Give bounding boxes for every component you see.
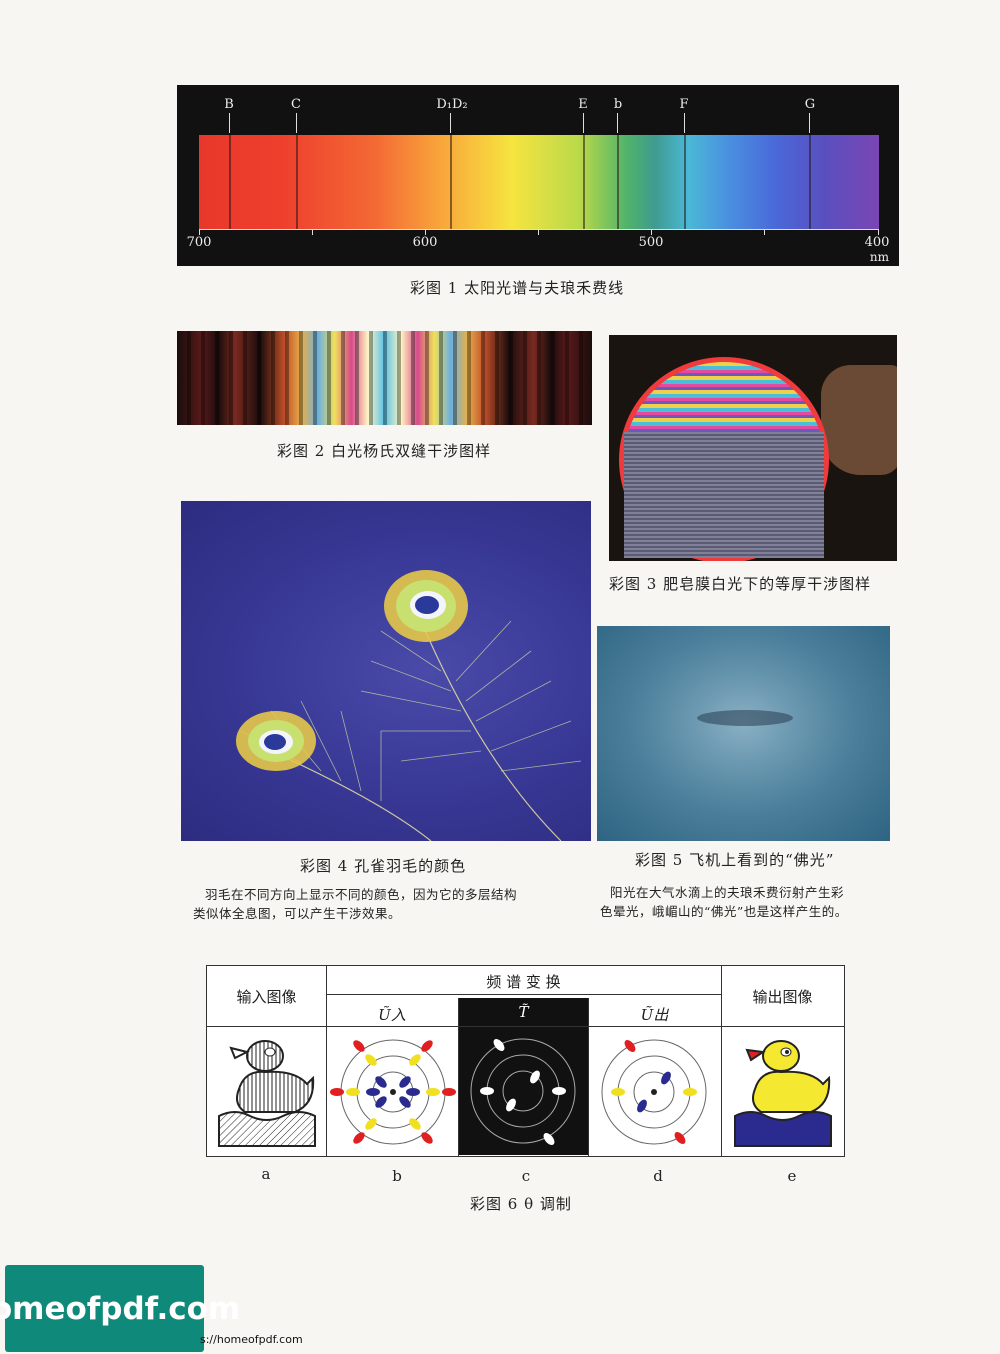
line-label: B [224, 97, 234, 112]
marker-d [450, 113, 451, 133]
aircraft-shadow [697, 710, 793, 726]
fraunhofer-line-b2 [617, 135, 619, 229]
fraunhofer-line-b [229, 135, 231, 229]
axis-tick [312, 229, 313, 235]
marker-g [809, 113, 810, 133]
sub-label-a: a [261, 1165, 271, 1183]
sub-label-e: e [787, 1167, 797, 1185]
fig3-caption: 彩图 3 肥皂膜白光下的等厚干涉图样 [609, 575, 872, 593]
fraunhofer-line-e [583, 135, 585, 229]
colored-duck-icon [734, 1040, 832, 1147]
fraunhofer-line-d [450, 135, 452, 229]
fig4-caption: 彩图 4 孔雀羽毛的颜色 [300, 857, 467, 875]
fig6-caption: 彩图 6 θ 调制 [470, 1195, 572, 1213]
theta-modulation-table: 输入图像 频 谱 变 换 输出图像 Ũ入 T̃ Ũ出 [206, 965, 845, 1157]
line-label: C [291, 97, 301, 112]
axis-tick [199, 229, 200, 235]
axis-tick [878, 229, 879, 235]
line-label: b [613, 97, 623, 112]
tick-label: 700 [186, 235, 212, 250]
tick-label: 500 [638, 235, 664, 250]
axis-tick [425, 229, 426, 235]
axis-tick [538, 229, 539, 235]
line-label: E [578, 97, 588, 112]
fig5-description-line1: 阳光在大气水滴上的夫琅禾费衍射产生彩 [610, 885, 845, 900]
output-spectrum-diagram [601, 1039, 707, 1145]
glory-image [597, 626, 890, 841]
line-label: F [679, 97, 689, 112]
watermark-logo: homeofpdf.com [0, 1265, 240, 1352]
soap-film-fringes [624, 432, 824, 558]
t-header: T̃ [459, 998, 588, 1026]
fig4-description-line1: 羽毛在不同方向上显示不同的颜色，因为它的多层结构 [205, 887, 518, 902]
filter-mask-diagram [459, 1027, 588, 1155]
column-divider [721, 966, 722, 1156]
sub-label-d: d [653, 1167, 663, 1185]
fig5-description-line2: 色晕光，峨嵋山的“佛光”也是这样产生的。 [600, 904, 848, 919]
sub-label-b: b [392, 1167, 402, 1185]
hand [821, 365, 897, 475]
row-divider [207, 1026, 844, 1027]
double-slit-interference-image [177, 331, 592, 425]
marker-c [296, 113, 297, 133]
output-image-header: 输出图像 [752, 988, 813, 1006]
u-out-header: Ũ出 [640, 1006, 669, 1024]
tick-label: 400 [864, 235, 890, 250]
column-divider [458, 998, 459, 1156]
axis-tick [651, 229, 652, 235]
spectrum-transform-header: 频 谱 变 换 [486, 973, 561, 991]
input-image-header: 输入图像 [236, 988, 297, 1006]
fig4-description-line2: 类似体全息图，可以产生干涉效果。 [193, 906, 402, 921]
marker-b2 [617, 113, 618, 133]
watermark-url[interactable]: s://homeofpdf.com [200, 1333, 303, 1346]
sub-label-c: c [521, 1167, 531, 1185]
hatched-duck-icon [218, 1040, 316, 1147]
fraunhofer-line-c [296, 135, 298, 229]
fraunhofer-line-f [684, 135, 686, 229]
peacock-feather-image [181, 501, 591, 841]
input-spectrum-diagram [330, 1039, 456, 1145]
fig1-caption: 彩图 1 太阳光谱与夫琅禾费线 [410, 279, 625, 297]
soap-film-hoop [619, 357, 829, 561]
line-label: D₁D₂ [436, 97, 468, 112]
unit-label: nm [869, 250, 889, 264]
row-divider [326, 994, 721, 995]
solar-spectrum-figure: B C D₁D₂ E b F G 700 600 500 400 nm [177, 85, 899, 266]
tick-label: 600 [412, 235, 438, 250]
u-in-header: Ũ入 [378, 1006, 406, 1024]
column-divider [326, 966, 327, 1156]
fig5-caption: 彩图 5 飞机上看到的“佛光” [635, 851, 835, 869]
marker-b [229, 113, 230, 133]
axis-tick [764, 229, 765, 235]
marker-f [684, 113, 685, 133]
wavelength-axis [199, 229, 879, 230]
column-divider [588, 998, 589, 1156]
fraunhofer-line-g [809, 135, 811, 229]
marker-e [583, 113, 584, 133]
feather-drawing [236, 570, 582, 841]
fig2-caption: 彩图 2 白光杨氏双缝干涉图样 [277, 442, 492, 460]
spectrum-band [199, 135, 879, 229]
line-label: G [804, 97, 816, 112]
soap-film-image [609, 335, 897, 561]
